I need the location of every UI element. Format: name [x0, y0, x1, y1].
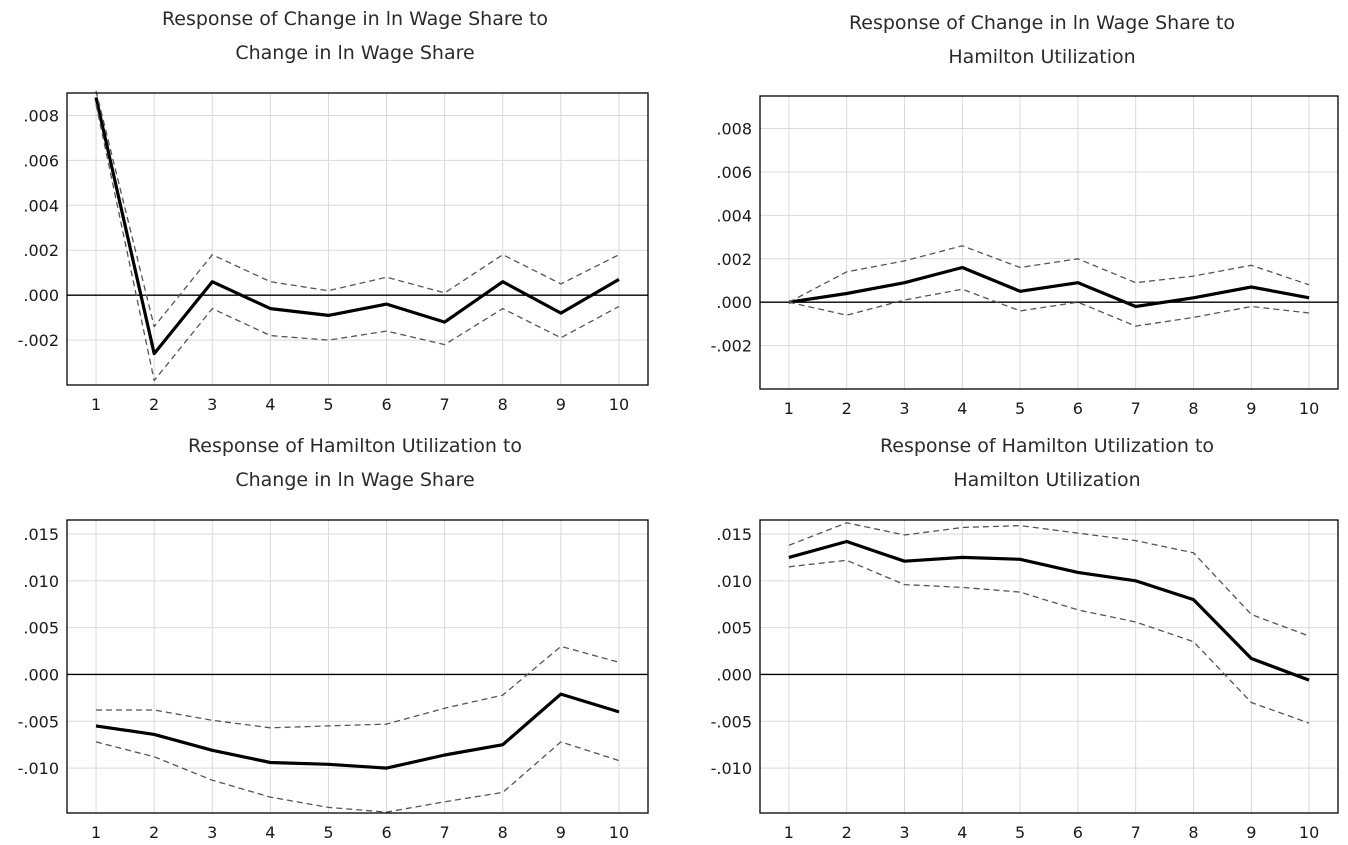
x-tick-label: 5 [323, 823, 333, 842]
impulse-response-line [94, 97, 620, 356]
y-tick-label: .015 [716, 525, 752, 544]
x-tick-label: 4 [265, 823, 275, 842]
chart-title-line1: Response of Change in ln Wage Share to [849, 12, 1235, 34]
y-tick-label: .002 [23, 241, 59, 260]
impulse-response-line [788, 539, 1310, 682]
x-tick-label: 6 [1073, 823, 1083, 842]
plot-frame [66, 92, 649, 386]
x-tick-label: 6 [381, 823, 391, 842]
y-tick-label: .004 [716, 206, 752, 225]
chart-panel-4: Response of Hamilton Utilization to Hamil… [711, 435, 1339, 842]
y-tick-label: .004 [23, 196, 59, 215]
x-tick-label: 8 [498, 395, 508, 414]
x-tick-label: 3 [899, 399, 909, 418]
x-tick-label: 6 [1073, 399, 1083, 418]
x-tick-label: 2 [149, 395, 159, 414]
y-tick-label: .006 [23, 151, 59, 170]
x-tick-label: 2 [842, 399, 852, 418]
upper-confidence-band [96, 645, 620, 729]
lower-confidence-band [95, 104, 620, 382]
y-tick-label: .008 [716, 120, 752, 139]
x-tick-label: 2 [149, 823, 159, 842]
x-tick-label: 10 [1299, 399, 1319, 418]
lower-confidence-band [788, 559, 1310, 724]
x-tick-label: 7 [440, 395, 450, 414]
y-tick-label: .005 [23, 619, 59, 638]
x-tick-label: 7 [1131, 399, 1141, 418]
x-tick-label: 4 [265, 395, 275, 414]
y-tick-label: -.002 [711, 337, 752, 356]
x-tick-label: 10 [609, 395, 629, 414]
chart-panel-1: Response of Change in ln Wage Share to Ch… [18, 8, 649, 414]
x-tick-label: 3 [899, 823, 909, 842]
chart-title-line1: Response of Hamilton Utilization to [188, 435, 522, 457]
y-tick-label: -.005 [711, 712, 752, 731]
x-tick-label: 7 [440, 823, 450, 842]
plot-frame [66, 519, 649, 814]
x-tick-label: 3 [207, 395, 217, 414]
y-tick-label: -.002 [18, 331, 59, 350]
y-tick-label: -.010 [18, 759, 59, 778]
y-tick-label: .010 [716, 572, 752, 591]
y-tick-label: .005 [716, 619, 752, 638]
x-tick-label: 10 [1299, 823, 1319, 842]
x-tick-label: 9 [1246, 399, 1256, 418]
plot-frame [759, 519, 1339, 814]
x-tick-label: 1 [91, 823, 101, 842]
x-tick-label: 2 [842, 823, 852, 842]
chart-panel-2: Response of Change in ln Wage Share to Ha… [711, 12, 1339, 418]
y-tick-label: .008 [23, 106, 59, 125]
lower-confidence-band [95, 741, 620, 813]
y-tick-label: -.005 [18, 712, 59, 731]
chart-title-line2: Change in ln Wage Share [235, 42, 474, 64]
x-tick-label: 8 [1188, 823, 1198, 842]
x-tick-label: 10 [609, 823, 629, 842]
upper-confidence-band [95, 90, 620, 328]
plot-frame [759, 95, 1339, 390]
chart-title-line1: Response of Change in ln Wage Share to [162, 8, 548, 30]
chart-title-line1: Response of Hamilton Utilization to [880, 435, 1214, 457]
x-tick-label: 5 [323, 395, 333, 414]
x-tick-label: 3 [207, 823, 217, 842]
chart-title-line2: Hamilton Utilization [953, 469, 1140, 491]
upper-confidence-band [788, 522, 1310, 637]
y-tick-label: .015 [23, 525, 59, 544]
impulse-response-line [95, 692, 620, 770]
y-tick-label: .000 [23, 286, 59, 305]
x-tick-label: 9 [1246, 823, 1256, 842]
y-tick-label: .010 [23, 572, 59, 591]
x-tick-label: 8 [1188, 399, 1198, 418]
y-tick-label: .000 [716, 665, 752, 684]
x-tick-label: 5 [1015, 823, 1025, 842]
y-tick-label: .006 [716, 163, 752, 182]
x-tick-label: 6 [381, 395, 391, 414]
x-tick-label: 9 [556, 395, 566, 414]
chart-title-line2: Hamilton Utilization [948, 46, 1135, 68]
x-tick-label: 1 [91, 395, 101, 414]
impulse-response-line [788, 265, 1310, 309]
x-tick-label: 4 [957, 823, 967, 842]
y-tick-label: -.010 [711, 759, 752, 778]
x-tick-label: 4 [957, 399, 967, 418]
chart-panel-3: Response of Hamilton Utilization to Chang… [18, 435, 649, 842]
x-tick-label: 9 [556, 823, 566, 842]
upper-confidence-band [788, 245, 1310, 303]
x-tick-label: 1 [784, 823, 794, 842]
chart-title-line2: Change in ln Wage Share [235, 469, 474, 491]
x-tick-label: 1 [784, 399, 794, 418]
x-tick-label: 8 [498, 823, 508, 842]
lower-confidence-band [788, 288, 1310, 327]
y-tick-label: .000 [716, 293, 752, 312]
x-tick-label: 7 [1131, 823, 1141, 842]
x-tick-label: 5 [1015, 399, 1025, 418]
y-tick-label: .000 [23, 665, 59, 684]
y-tick-label: .002 [716, 250, 752, 269]
